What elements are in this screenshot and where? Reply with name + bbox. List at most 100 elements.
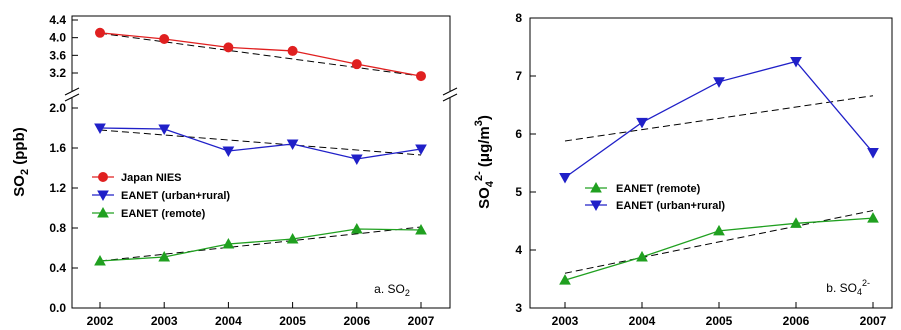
legend-label: EANET (remote) [616,183,701,195]
trend-line [99,32,422,77]
legend-item-eanet-remote: EANET (remote) [92,206,206,220]
series-line [99,32,422,77]
x-tick-label: 2004 [629,314,656,328]
panel-b-so4: 3 4 5 6 7 8 2003 2004 2005 2006 2007 SO42- (μg/m3… [473,11,893,328]
x-tick-label: 2002 [87,314,114,328]
data-point [713,77,725,88]
y-tick-label: 1.6 [49,141,66,155]
data-point [867,148,879,159]
axis-break-gap [438,91,458,98]
y-tick-label: 8 [515,11,522,25]
legend-marker [97,206,109,218]
panel-b-plot-frame [529,17,893,309]
data-point [95,27,105,38]
trend-line [564,210,874,274]
panel-a-y-lower-ticks: 0.0 0.4 0.8 1.2 1.6 2.0 [49,101,78,315]
data-point [223,42,234,53]
legend-label: EANET (urban+rural) [121,190,230,202]
panel-b-y-ticks: 3 4 5 6 7 8 [515,11,536,315]
y-tick-label: 3.6 [49,48,66,62]
data-point [636,250,648,262]
data-point [415,144,427,156]
x-tick-label: 2006 [783,314,810,328]
x-tick-label: 2005 [279,314,306,328]
data-point [94,254,106,266]
y-tick-label: 4.0 [49,31,66,45]
data-point [713,224,725,236]
data-point [559,173,571,184]
panel-b-x-ticks: 2003 2004 2005 2006 2007 [552,302,887,328]
data-point [559,274,571,285]
x-tick-label: 2004 [215,314,242,328]
panel-a-series [94,27,427,266]
data-point [222,146,235,158]
legend-marker [590,181,602,193]
series-line [99,127,422,160]
panel-b-series [559,57,879,285]
panel-a-label: a. SO2 [374,282,410,298]
data-point [286,232,299,244]
data-point [636,117,648,129]
x-tick-label: 2006 [343,314,370,328]
axis-break-gap [64,91,84,98]
panel-b-label: b. SO42- [826,278,870,297]
y-tick-label: 3.2 [49,66,66,80]
y-tick-label: 4.4 [49,13,66,27]
data-point [158,124,171,136]
legend-label: EANET (remote) [121,208,206,220]
data-point [790,217,802,228]
x-tick-label: 2003 [151,314,178,328]
y-tick-label: 6 [515,127,522,141]
y-tick-label: 5 [515,185,522,199]
panel-b-legend: EANET (remote) EANET (urban+rural) [585,181,725,212]
data-point [350,222,363,234]
data-point [287,45,298,56]
axis-break-mark [442,87,458,96]
data-point [867,212,879,223]
panel-b-y-axis-title: SO42- (μg/m3) [473,115,496,209]
data-point [416,71,426,82]
data-point [790,57,802,68]
x-tick-label: 2005 [706,314,733,328]
legend-marker [98,172,108,182]
panel-a-plot-frame [71,15,451,309]
legend-label: Japan NIES [121,172,182,184]
series-eanet-urban-rural [94,123,427,166]
data-point [159,33,170,44]
y-tick-label: 2.0 [49,101,66,115]
data-point [158,250,171,262]
y-tick-label: 0.4 [49,261,66,275]
y-tick-label: 7 [515,69,522,83]
data-point [415,223,427,235]
y-tick-label: 0.8 [49,221,66,235]
series-line [99,228,422,262]
legend-item-japan-nies: Japan NIES [92,172,182,184]
trend-line [564,95,874,142]
panel-a-so2: 3.2 3.6 4.0 4.4 0.0 0.4 0.8 1.2 1.6 2.0 2002 2003… [11,13,458,328]
data-point [351,59,362,70]
legend-item-eanet-remote: EANET (remote) [585,181,701,195]
series-eanet-remote [559,210,879,285]
y-tick-label: 3 [515,301,522,315]
panel-a-legend: Japan NIES EANET (urban+rural) EANET (remo… [92,172,230,220]
data-point [286,139,299,151]
trend-line [99,226,422,262]
trend-line [99,129,422,156]
panel-a-y-upper-ticks: 3.2 3.6 4.0 4.4 [49,13,78,80]
data-point [222,237,235,249]
series-japan-nies [95,27,426,82]
legend-label: EANET (urban+rural) [616,200,725,212]
data-point [350,154,363,166]
legend-item-eanet-urban-rural: EANET (urban+rural) [585,200,725,212]
panel-a-x-ticks: 2002 2003 2004 2005 2006 2007 [87,302,435,328]
series-eanet-remote [94,222,427,266]
axis-break-mark [64,87,80,96]
data-point [94,123,106,135]
y-tick-label: 0.0 [49,301,66,315]
x-tick-label: 2007 [860,314,887,328]
legend-item-eanet-urban-rural: EANET (urban+rural) [92,190,230,202]
series-eanet-urban-rural [559,57,879,184]
x-tick-label: 2003 [552,314,579,328]
x-tick-label: 2007 [408,314,435,328]
